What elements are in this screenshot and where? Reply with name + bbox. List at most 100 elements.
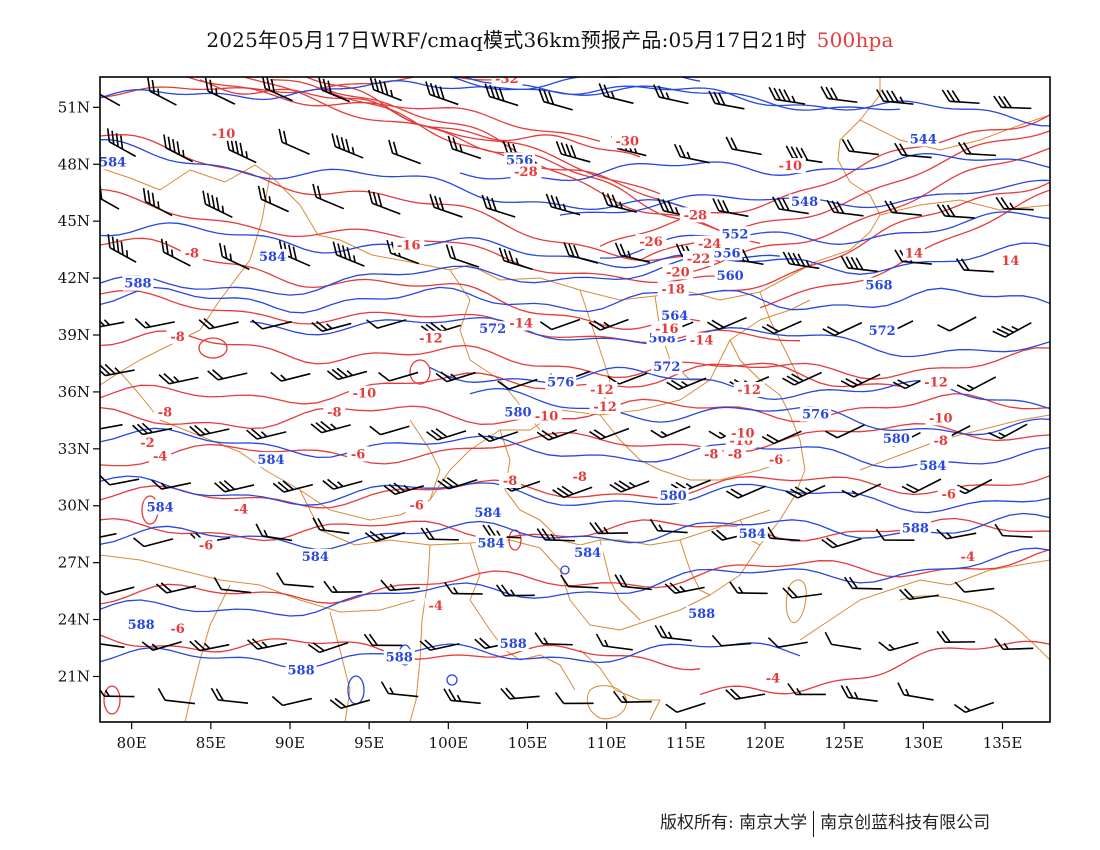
lon-tick-label: 85E [196,734,226,752]
temp-label: -20 [666,265,690,280]
height-label-bg [866,323,898,339]
island-outline [586,685,628,720]
height-label: 580 [883,432,910,447]
wind-barb [614,242,651,264]
height-label-bg [502,404,534,420]
wind-barb [147,77,177,106]
temp-label: -8 [728,447,742,462]
temp-label-bg [405,497,428,513]
wind-barb [956,376,997,392]
height-label: 588 [500,637,527,652]
temp-label-bg [700,446,723,462]
wind-barb [189,639,230,652]
temp-label-bg [929,433,952,449]
wind-barb [369,425,410,436]
height-label-bg [545,374,577,390]
height-contour [100,242,1050,296]
wind-barb [318,77,351,103]
wind-barb [589,521,629,535]
wind-barb [100,585,135,596]
temp-label: -28 [514,165,538,180]
temp-label-bg [208,125,239,141]
height-label-bg [255,452,287,468]
lat-tick-label: 30N [58,497,90,515]
wind-barb [312,517,350,535]
height-label: 584 [474,506,501,521]
temp-label-bg [348,385,380,401]
temp-label: -28 [684,208,708,223]
temp-label: -10 [212,127,236,142]
height-label: 544 [910,133,937,148]
wind-barb [673,143,710,164]
wind-barb [331,133,364,159]
height-contour [100,547,1050,617]
wind-barb [884,200,922,217]
wind-barb [725,136,762,156]
wind-barb [198,318,239,330]
temp-label: 14 [905,246,923,261]
temp-label: -4 [428,599,442,614]
wind-barb [761,430,802,445]
temp-label-bg [635,233,667,249]
temp-label-bg [774,158,806,174]
temp-label-bg [424,598,447,614]
wind-barb [767,637,808,648]
lon-tick-label: 110E [587,734,627,752]
temp-label: -8 [158,406,172,421]
border-line [409,419,441,501]
height-label: 588 [386,650,413,665]
height-label: 564 [661,309,688,324]
height-contour [599,211,1050,259]
wind-barb [311,320,352,332]
wind-barb [155,582,197,594]
wind-barb [785,484,826,499]
wind-barb [500,687,540,700]
border-line [299,339,806,631]
wind-barb [255,523,293,542]
lat-tick-label: 33N [58,440,90,458]
temp-label-bg [166,620,189,636]
lon-tick-label: 90E [275,734,305,752]
temp-label-bg [510,163,542,179]
temp-label: -4 [766,671,780,686]
wind-barb [649,518,688,534]
height-contour [459,152,1050,182]
height-label-bg [714,268,746,284]
footer: 版权所有: 南京大学 南京创蓝科技有限公司 [660,808,990,837]
wind-barb [601,192,638,213]
wind-barb [437,477,478,490]
temp-label: -8 [170,330,184,345]
lat-tick-label: 27N [58,554,90,572]
height-label-bg [659,307,691,323]
temp-label-bg [229,501,252,517]
temp-label-bg [611,133,643,149]
wind-barb [312,183,345,210]
wind-barb [380,681,419,698]
height-label-bg [736,526,768,542]
temp-label-bg [393,237,425,253]
border-line [859,414,1050,471]
wind-barb [841,483,882,498]
temp-label-bg [765,452,788,468]
temp-contour-loop [508,529,522,551]
wind-barb [955,258,994,273]
wind-barb [378,371,419,382]
height-label: 560 [717,269,744,284]
height-label: 588 [128,618,155,633]
wind-barb [246,428,287,440]
wind-barb [189,424,230,437]
wind-barb [214,479,255,493]
border-line [499,429,541,521]
footer-divider [813,810,815,837]
temp-label: -26 [639,235,663,250]
axis-layer: 51N 48N 45N 42N 39N 36N 33N 30N 27N 24N 21N 80E 85E 9… [58,98,1023,752]
height-contour [100,222,781,269]
temp-label-bg [531,408,562,424]
temp-label-bg [686,332,718,348]
wind-barb [609,480,650,493]
wind-barb [563,242,599,264]
temp-label-bg [499,472,522,488]
wind-barb [708,90,745,110]
wind-barb [787,682,826,696]
border-line [599,539,641,621]
